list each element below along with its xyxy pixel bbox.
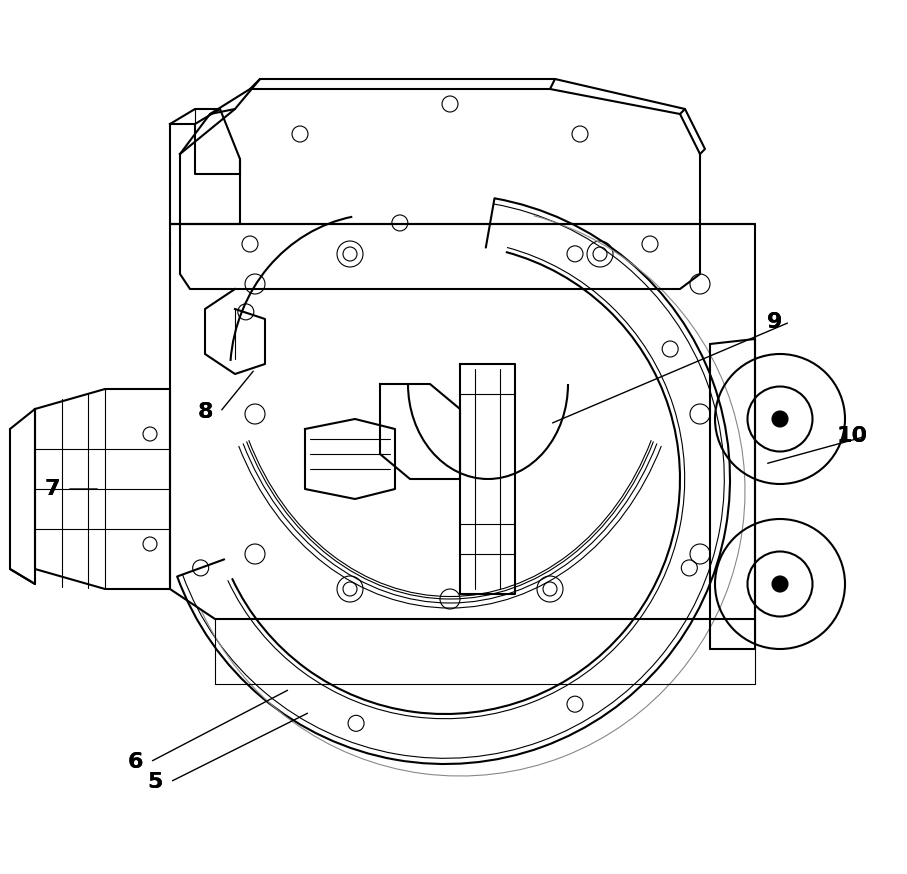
Circle shape: [772, 411, 788, 427]
Text: 6: 6: [127, 752, 142, 772]
Text: 6: 6: [127, 752, 142, 772]
Text: 10: 10: [836, 426, 868, 446]
Text: 8: 8: [197, 402, 213, 422]
Text: 7: 7: [44, 479, 60, 499]
Text: 5: 5: [147, 772, 162, 792]
Text: 7: 7: [44, 479, 60, 499]
Text: 10: 10: [836, 426, 868, 446]
Text: 5: 5: [147, 772, 162, 792]
Text: 8: 8: [197, 402, 213, 422]
Circle shape: [772, 576, 788, 592]
Text: 9: 9: [767, 312, 783, 332]
Text: 9: 9: [767, 312, 783, 332]
